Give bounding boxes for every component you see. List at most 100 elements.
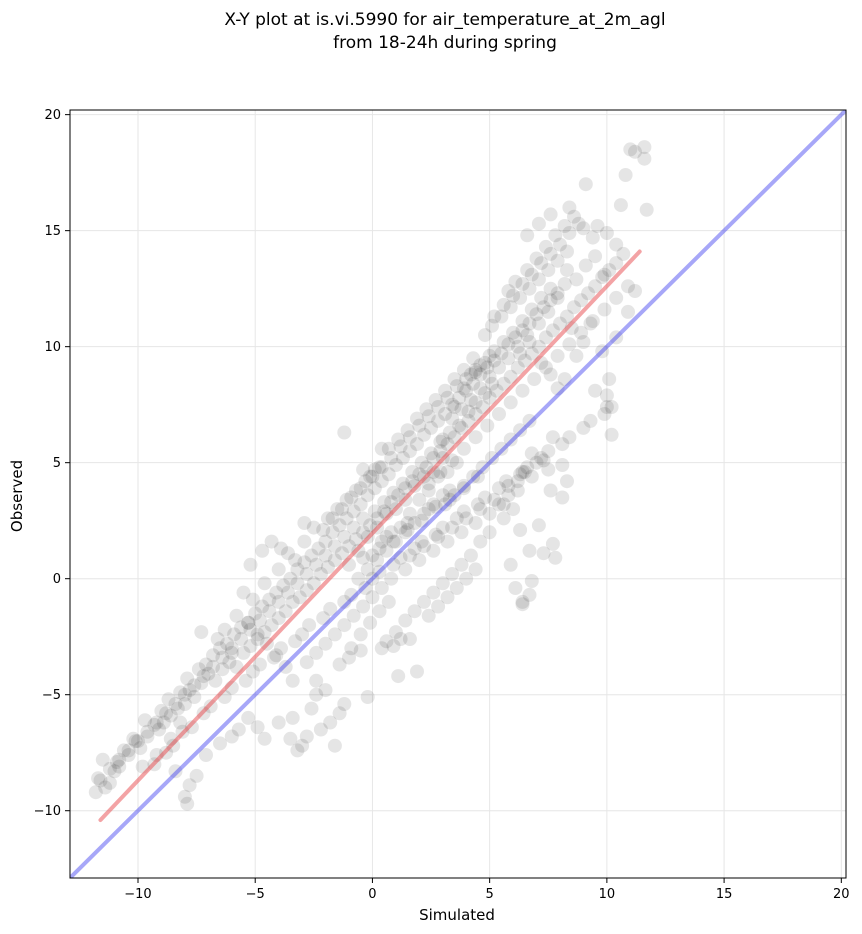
data-point [276,578,291,593]
data-point [494,309,509,324]
data-point [402,506,417,521]
data-point [468,516,483,530]
data-point [255,599,270,614]
data-point [400,516,415,530]
data-point [407,516,422,530]
data-point [433,434,448,449]
data-point [245,664,260,679]
data-point [543,483,558,498]
data-point [297,534,312,549]
data-point [473,534,488,549]
data-point [599,400,614,414]
data-point [168,764,183,779]
data-point [292,590,307,605]
data-point [578,177,593,192]
data-point [459,571,474,586]
data-point [194,625,209,640]
data-point [121,748,136,762]
data-point [468,365,483,380]
data-point [323,601,338,616]
data-point [227,627,242,642]
data-point [583,316,598,331]
data-point [309,645,324,660]
data-point [398,562,413,577]
data-point [557,277,572,291]
data-point [442,425,457,440]
data-point [419,402,434,417]
data-point [384,495,399,510]
data-point [386,639,401,653]
data-point [342,539,356,554]
data-point [452,418,467,433]
data-point [470,497,485,512]
data-point [320,560,335,575]
data-point [609,237,624,252]
data-point [379,634,394,649]
data-point [400,423,415,438]
data-point [496,376,511,391]
data-point [194,676,209,691]
data-point [492,481,506,496]
data-point [447,372,462,387]
data-point [639,202,654,217]
data-point [412,492,427,507]
data-point [342,650,356,665]
data-point [581,286,596,301]
ticks-layer: −10 −5 0 5 10 15 20 −10 −5 0 5 10 15 20 [34,108,850,902]
data-point [402,430,417,445]
data-point [353,627,368,642]
data-point [267,650,281,665]
data-point [515,597,530,612]
data-point [349,532,363,547]
data-point [515,323,530,338]
data-point [250,627,265,642]
data-point [609,290,624,305]
data-point [510,474,525,489]
data-point [264,618,279,633]
data-point [445,520,460,535]
data-point [487,492,502,507]
data-point [236,645,251,660]
data-point [468,430,483,445]
chart-title-line1: X-Y plot at is.vi.5990 for air_temperatu… [224,10,665,30]
data-point [374,474,389,489]
data-point [271,562,286,577]
data-point [555,490,570,505]
data-point [529,307,544,322]
data-point [531,216,546,231]
data-point [463,393,478,407]
data-point [177,687,192,702]
data-point [414,513,429,528]
data-point [337,529,352,544]
data-point [522,413,537,428]
data-point [391,669,406,684]
data-point [327,553,342,568]
data-point [609,256,624,271]
data-point [506,288,521,303]
data-point [515,465,530,479]
data-point [264,534,279,549]
data-point [461,404,476,419]
data-point [177,697,192,711]
data-point [351,571,366,586]
data-point [224,729,239,744]
data-point [485,376,499,391]
data-point [468,395,483,410]
data-point [180,671,195,686]
data-point [297,516,312,530]
data-point [510,339,525,354]
data-point [278,659,293,674]
data-point [112,759,127,774]
data-point [337,618,352,633]
data-point [456,381,471,396]
data-point [346,504,361,519]
data-point [367,462,382,477]
data-point [534,451,549,465]
data-point [299,583,314,598]
data-point [553,316,567,331]
data-point [262,604,277,619]
data-point [557,219,572,233]
y-tick-label: −10 [34,804,61,819]
data-point [257,576,272,591]
data-point [363,518,378,533]
